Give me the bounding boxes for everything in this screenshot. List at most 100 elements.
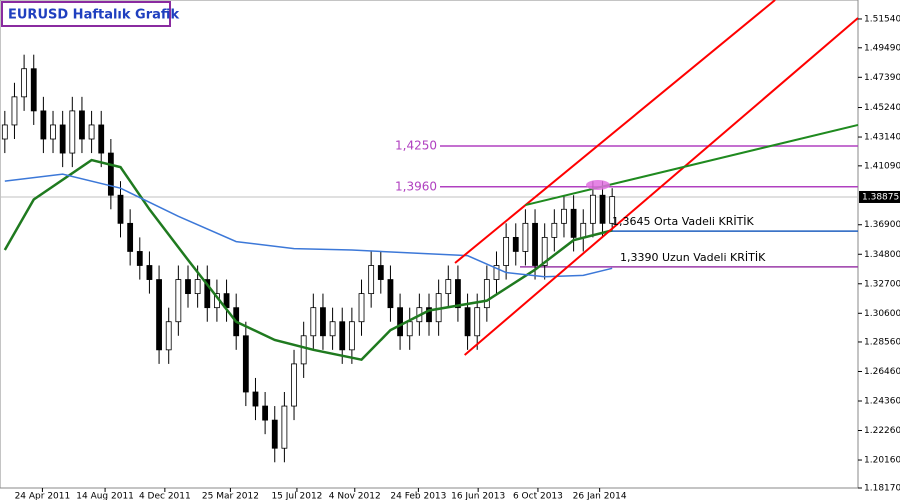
candle-body	[40, 110, 47, 140]
candle-body	[117, 194, 124, 224]
x-tick-label: 24 Feb 2013	[390, 492, 446, 500]
candle-body	[300, 335, 307, 365]
candle-body	[483, 279, 490, 309]
moving-average	[4, 173, 613, 278]
candle-body	[580, 222, 587, 238]
x-tick-label: 6 Oct 2013	[513, 492, 563, 500]
candle-body	[464, 307, 471, 337]
candle-body	[185, 279, 191, 295]
candle-body	[204, 279, 211, 309]
level-label: 1,4250	[395, 139, 437, 153]
y-tick-label: 1.30600	[864, 309, 900, 319]
moving-average	[3, 158, 613, 362]
candle-body	[609, 196, 616, 224]
y-tick-label: 1.34800	[864, 250, 900, 260]
candle-body	[136, 251, 143, 266]
y-tick-label: 1.36900	[864, 220, 900, 230]
candle-body	[406, 321, 413, 337]
candle-body	[127, 222, 134, 252]
candle-body	[329, 321, 336, 337]
level-label: 1,3390 Uzun Vadeli KRİTİK	[620, 251, 766, 264]
candle-body	[156, 279, 162, 351]
candle-body	[281, 405, 288, 449]
y-tick-label: 1.47390	[864, 73, 900, 83]
candle-body	[561, 208, 567, 224]
candle-body	[503, 236, 510, 266]
x-tick-label: 24 Apr 2011	[15, 492, 71, 500]
candle-body	[532, 222, 538, 266]
x-tick-label: 4 Dec 2011	[139, 492, 191, 500]
candle-body	[59, 124, 66, 154]
y-tick-label: 1.32700	[864, 279, 900, 289]
x-tick-label: 14 Aug 2011	[76, 492, 134, 500]
x-tick-label: 4 Nov 2012	[329, 492, 381, 500]
candle-body	[252, 391, 259, 407]
candle-body	[310, 307, 317, 337]
y-tick-label: 1.28560	[864, 337, 900, 347]
y-tick-label: 1.18170	[864, 484, 900, 494]
candle-body	[455, 279, 461, 309]
y-tick-label: 1.45240	[864, 103, 900, 113]
candle-body	[69, 110, 76, 154]
x-tick-label: 15 Jul 2012	[271, 492, 322, 500]
y-tick-label: 1.24360	[864, 396, 900, 406]
y-tick-label: 1.22260	[864, 426, 900, 436]
trend-line	[525, 123, 859, 207]
candle-body	[512, 236, 519, 252]
x-tick-label: 25 Mar 2012	[202, 492, 259, 500]
candle-body	[493, 265, 500, 280]
plot-frame	[0, 0, 859, 489]
candle-body	[165, 321, 172, 351]
candle-body	[522, 222, 529, 252]
candle-body	[474, 307, 481, 337]
candle-body	[570, 208, 577, 238]
x-tick-label: 16 Jun 2013	[451, 492, 505, 500]
candle-body	[599, 194, 606, 224]
y-tick-label: 1.20160	[864, 456, 900, 466]
candle-body	[377, 265, 384, 280]
candle-body	[98, 124, 105, 154]
candle-body	[348, 321, 355, 351]
current-price-box	[859, 190, 900, 203]
candle-body	[271, 419, 278, 449]
candle-body	[397, 307, 403, 337]
candle-body	[426, 307, 432, 323]
candle-body	[551, 222, 558, 238]
highlight	[586, 180, 610, 190]
candle-body	[175, 279, 182, 323]
candle-body	[541, 236, 548, 266]
candle-body	[339, 321, 346, 351]
candle-body	[21, 68, 28, 98]
candle-body	[194, 279, 201, 295]
candle-body	[1, 124, 8, 140]
title-box	[1, 1, 171, 27]
candle-body	[589, 194, 596, 224]
y-tick-label: 1.26460	[864, 367, 900, 377]
plot	[0, 0, 859, 463]
current-price-label: 1.38875	[862, 192, 899, 202]
y-tick-label: 1.51540	[864, 14, 900, 24]
candle-body	[368, 265, 375, 295]
trend-line	[464, 17, 859, 356]
candle-body	[88, 124, 95, 140]
x-tick-label: 26 Jan 2014	[573, 492, 627, 500]
candle-body	[50, 124, 56, 140]
level-label: 1,3960	[395, 179, 437, 193]
candle-body	[262, 405, 269, 421]
y-tick-label: 1.49490	[864, 43, 900, 53]
trend-line	[454, 0, 776, 264]
candle-body	[320, 307, 326, 337]
candle-body	[358, 293, 365, 323]
candle-body	[242, 335, 249, 393]
candle-body	[30, 68, 37, 112]
candle-body	[445, 279, 452, 295]
candle-body	[387, 279, 394, 309]
candle-body	[291, 363, 297, 407]
level-label: 1,3645 Orta Vadeli KRİTİK	[612, 215, 755, 228]
y-tick-label: 1.41090	[864, 161, 900, 171]
chart-title: EURUSD Haftalık Grafik	[8, 8, 180, 23]
candle-body	[79, 110, 85, 140]
candle-body	[11, 96, 18, 126]
